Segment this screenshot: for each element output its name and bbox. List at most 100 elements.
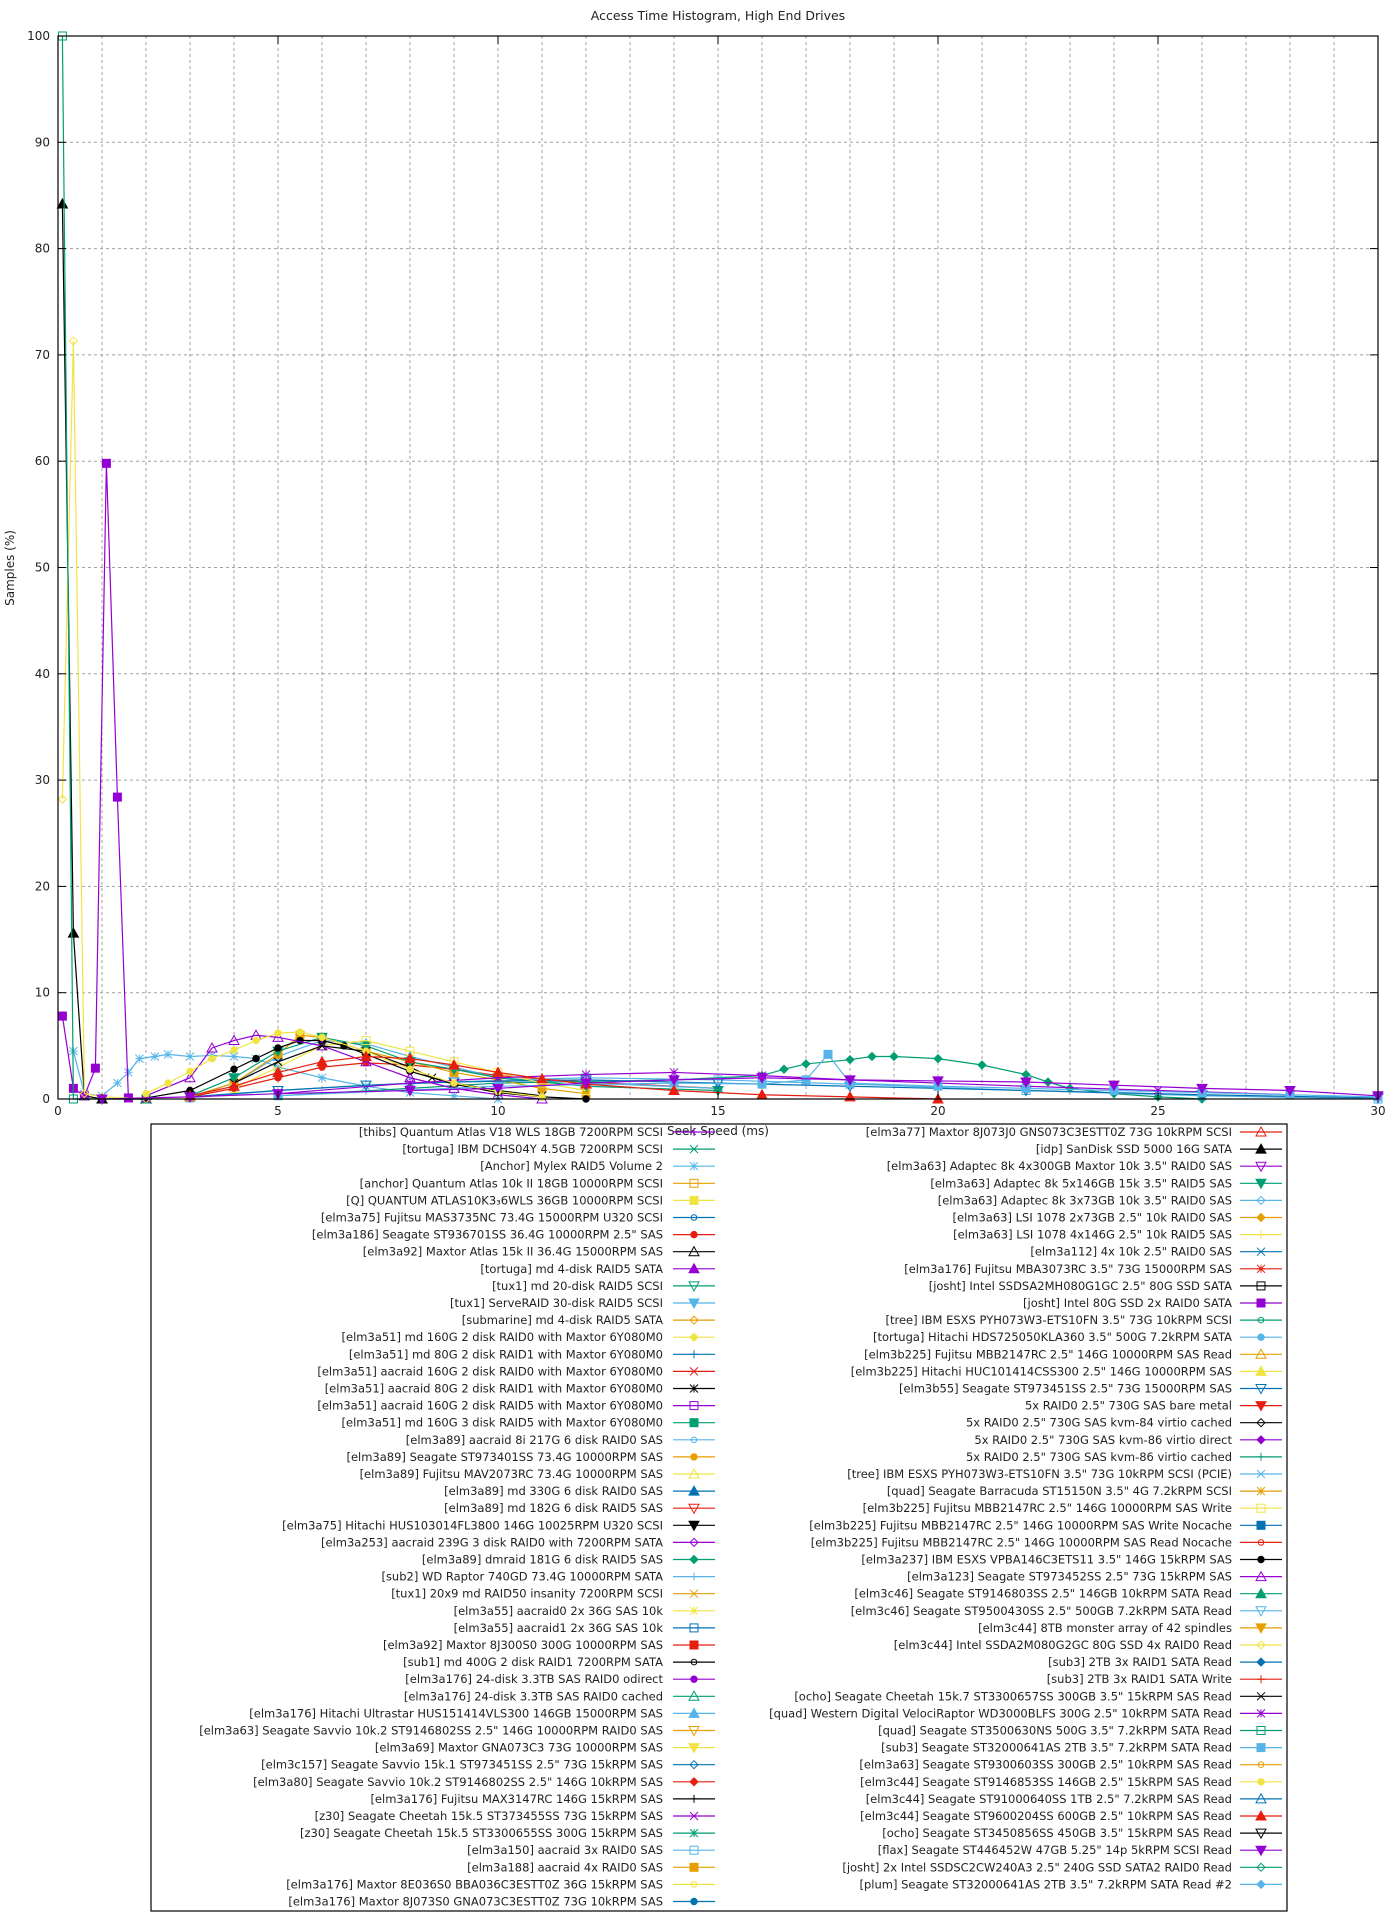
legend-label: [sub3] 2TB 3x RAID1 SATA Read <box>1048 1655 1232 1669</box>
data-point <box>404 1052 416 1064</box>
data-point <box>1256 1743 1266 1753</box>
legend-entry: [elm3a63] Adaptec 8k 3x73GB 10k 3.5" RAI… <box>938 1193 1282 1207</box>
data-point <box>1257 1675 1265 1684</box>
data-point <box>1255 1365 1267 1376</box>
legend-label: [elm3b225] Fujitsu MBB2147RC 2.5" 146G 1… <box>863 1501 1232 1515</box>
data-point <box>1257 1778 1265 1786</box>
legend-entry: [tree] IBM ESXS PYH073W3-ETS10FN 3.5" 73… <box>847 1467 1282 1481</box>
legend-entry: [submarine] md 4-disk RAID5 SATA <box>462 1313 715 1327</box>
legend-entry: [sub3] Seagate ST32000641AS 2TB 3.5" 7.2… <box>881 1741 1282 1755</box>
series-path <box>145 1039 587 1100</box>
data-point <box>689 1623 699 1633</box>
data-point <box>689 1554 699 1565</box>
data-point <box>450 1079 458 1087</box>
series-path <box>233 1039 587 1092</box>
legend-entry: [Q] QUANTUM ATLAS10K3₃6WLS 36GB 10000RPM… <box>346 1193 715 1207</box>
legend-label: 5x RAID0 2.5" 730G SAS kvm-86 virtio cac… <box>966 1450 1232 1464</box>
legend-label: [tortuga] md 4-disk RAID5 SATA <box>480 1262 663 1276</box>
data-point <box>688 1743 700 1754</box>
legend-entry: [tortuga] IBM DCHS04Y 4.5GB 7200RPM SCSI <box>402 1142 715 1156</box>
legend-label: [elm3c157] Seagate Savvio 15k.1 ST973451… <box>261 1758 663 1772</box>
legend-label: [elm3c44] Seagate ST9600204SS 600GB 2.5"… <box>860 1809 1232 1823</box>
data-point <box>185 1052 195 1061</box>
data-point <box>536 1072 548 1084</box>
data-point <box>689 1178 699 1188</box>
data-point <box>688 1503 700 1515</box>
data-point <box>184 1092 196 1103</box>
series-line <box>69 1046 503 1104</box>
series-line <box>185 1030 591 1102</box>
data-point <box>1255 1125 1267 1137</box>
series-path <box>61 463 147 1100</box>
data-point <box>689 1384 699 1393</box>
data-point <box>1256 1726 1266 1735</box>
data-point <box>690 1436 698 1444</box>
legend-entry: [elm3a51] md 80G 2 disk RAID1 with Maxto… <box>349 1347 715 1361</box>
legend-entry: [elm3a89] md 330G 6 disk RAID0 SAS <box>444 1484 715 1498</box>
legend-label: [elm3a176] Fujitsu MAX3147RC 146G 15kRPM… <box>370 1792 663 1806</box>
x-axis-label: Seek Speed (ms) <box>667 1124 769 1138</box>
data-point <box>689 1315 699 1325</box>
data-point <box>689 1537 699 1548</box>
data-point <box>689 1161 699 1171</box>
data-point <box>688 1520 700 1532</box>
legend-entry: [elm3c44] Seagate ST9146853SS 146GB 2.5"… <box>860 1775 1282 1789</box>
legend-label: [sub2] WD Raptor 740GD 73.4G 10000RPM SA… <box>381 1570 663 1584</box>
legend-entry: [elm3a112] 4x 10k 2.5" RAID0 SAS <box>1030 1245 1282 1259</box>
legend-label: [elm3a176] Fujitsu MBA3073RC 3.5" 73G 15… <box>904 1262 1232 1276</box>
legend-entry: [elm3a75] Fujitsu MAS3735NC 73.4G 15000R… <box>321 1211 715 1225</box>
data-point <box>688 1245 700 1257</box>
legend-entry: 5x RAID0 2.5" 730G SAS kvm-84 virtio cac… <box>966 1416 1282 1430</box>
legend-label: [elm3a176] Maxtor 8J073S0 GNA073C3ESTT0Z… <box>288 1895 663 1909</box>
legend-entry: [elm3a89] Seagate ST973401SS 73.4G 10000… <box>346 1450 715 1464</box>
data-point <box>492 1066 504 1077</box>
data-point <box>186 1067 194 1076</box>
legend-label: 5x RAID0 2.5" 730G SAS kvm-86 virtio dir… <box>974 1433 1232 1447</box>
legend-entry: [josht] 2x Intel SSDSC2CW240A3 2.5" 240G… <box>842 1860 1282 1874</box>
legend-entry: [elm3b55] Seagate ST973451SS 2.5" 73G 15… <box>899 1382 1282 1396</box>
data-point <box>57 1011 67 1021</box>
data-point <box>1256 1862 1266 1873</box>
series-path <box>189 1055 939 1100</box>
data-point <box>1255 1161 1267 1173</box>
data-point <box>690 1794 698 1803</box>
legend-entry: [flax] Seagate ST446452W 47GB 5.25" 14p … <box>878 1843 1282 1857</box>
legend-entry: [sub3] 2TB 3x RAID1 SATA Write <box>1047 1672 1282 1686</box>
legend-entry: [tree] IBM ESXS PYH073W3-ETS10FN 3.5" 73… <box>885 1313 1282 1327</box>
legend-entry: [josht] Intel 80G SSD 2x RAID0 SATA <box>1023 1296 1282 1310</box>
series-path <box>189 1034 587 1098</box>
legend-label: [elm3c44] Intel SSDA2M080G2GC 80G SSD 4x… <box>894 1638 1232 1652</box>
legend-entry: [elm3b225] Fujitsu MBB2147RC 2.5" 146G 1… <box>811 1535 1282 1549</box>
data-point <box>1255 1348 1267 1359</box>
data-point <box>405 1078 415 1088</box>
legend-entry: [elm3a188] aacraid 4x RAID0 SAS <box>467 1860 715 1874</box>
data-point <box>689 1144 699 1154</box>
data-point <box>889 1051 899 1062</box>
data-point <box>274 1029 282 1037</box>
y-tick-label: 70 <box>35 348 50 362</box>
legend-label: [elm3c44] 8TB monster array of 42 spindl… <box>978 1621 1232 1635</box>
legend-label: [elm3a176] Hitachi Ultrastar HUS151414VL… <box>249 1706 663 1720</box>
data-point <box>688 1281 700 1292</box>
legend-label: [elm3c44] Seagate ST91000640SS 1TB 2.5" … <box>866 1792 1232 1806</box>
legend-entry: 5x RAID0 2.5" 730G SAS bare metal <box>1025 1399 1282 1413</box>
legend-label: [elm3a89] Fujitsu MAV2073RC 73.4G 10000R… <box>360 1467 663 1481</box>
data-point <box>977 1060 987 1070</box>
legend-label: [elm3a63] Seagate ST9300603SS 300GB 2.5"… <box>859 1758 1232 1772</box>
legend-label: [elm3a89] dmraid 181G 6 disk RAID5 SAS <box>422 1553 663 1567</box>
legend-label: [elm3a123] Seagate ST973452SS 2.5" 73G 1… <box>907 1570 1232 1584</box>
legend-entry: [elm3a253] aacraid 239G 3 disk RAID0 wit… <box>321 1535 715 1549</box>
legend-label: [elm3b225] Fujitsu MBB2147RC 2.5" 146G 1… <box>864 1347 1232 1361</box>
legend-label: [sub1] md 400G 2 disk RAID1 7200RPM SATA <box>403 1655 663 1669</box>
series-layer <box>56 31 1384 1106</box>
data-point <box>801 1059 811 1069</box>
data-point <box>229 1052 239 1061</box>
data-point <box>1256 1469 1266 1479</box>
data-point <box>274 1044 282 1052</box>
data-point <box>492 1083 504 1095</box>
data-point <box>689 1401 699 1411</box>
y-tick-label: 30 <box>35 773 50 787</box>
data-point <box>688 1707 700 1718</box>
legend-entry: [sub1] md 400G 2 disk RAID1 7200RPM SATA <box>403 1655 715 1669</box>
legend-label: [quad] Western Digital VelociRaptor WD30… <box>769 1706 1232 1720</box>
